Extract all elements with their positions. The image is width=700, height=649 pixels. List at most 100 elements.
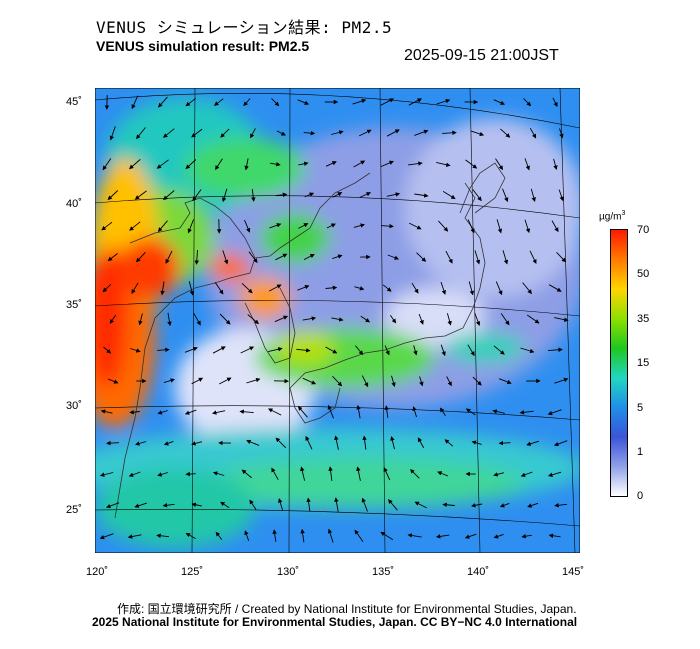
wind-arrow xyxy=(212,346,226,354)
wind-arrow xyxy=(380,98,394,106)
wind-arrow xyxy=(391,375,396,388)
wind-arrow xyxy=(524,219,531,234)
wind-arrow xyxy=(297,406,308,418)
wind-arrow xyxy=(165,250,173,264)
wind-arrow xyxy=(559,128,564,139)
wind-arrow xyxy=(103,346,112,354)
wind-arrow xyxy=(109,314,117,324)
wind-arrow xyxy=(467,344,475,357)
wind-arrow xyxy=(524,158,530,171)
wind-arrow xyxy=(213,98,224,106)
wind-arrow xyxy=(191,128,203,138)
wind-arrow xyxy=(106,440,120,446)
wind-arrow xyxy=(519,410,534,415)
wind-arrow xyxy=(530,188,536,202)
wind-arrow xyxy=(135,251,146,263)
wind-arrow xyxy=(499,502,510,508)
wind-arrow xyxy=(243,98,251,107)
wind-arrow xyxy=(554,503,567,508)
colorbar-tick-1: 1 xyxy=(637,446,644,458)
wind-arrow xyxy=(382,284,392,292)
wind-arrow xyxy=(302,377,317,385)
wind-arrow xyxy=(383,467,391,481)
wind-arrow xyxy=(191,502,202,507)
wind-arrow xyxy=(334,497,339,512)
wind-arrow xyxy=(551,220,559,233)
wind-arrow xyxy=(272,529,277,542)
wind-arrow xyxy=(554,377,569,384)
wind-arrow xyxy=(298,223,309,229)
wind-arrow xyxy=(436,98,451,105)
wind-arrow xyxy=(354,529,364,542)
wind-arrow xyxy=(304,192,315,198)
colorbar-tick-5: 5 xyxy=(637,402,644,414)
wind-arrow xyxy=(303,130,316,136)
wind-arrow xyxy=(353,160,366,168)
wind-arrow xyxy=(419,376,424,387)
wind-arrow xyxy=(185,471,196,477)
wind-arrow xyxy=(218,377,232,385)
wind-arrow xyxy=(526,440,540,446)
wind-arrow xyxy=(246,439,260,446)
wind-arrow xyxy=(267,408,282,416)
colorbar-tick-15: 15 xyxy=(637,357,650,369)
wind-arrow xyxy=(502,188,509,203)
colorbar-tick-70: 70 xyxy=(637,224,650,236)
wind-arrow xyxy=(437,471,449,477)
wind-arrow xyxy=(467,219,475,234)
wind-arrow xyxy=(302,316,317,321)
wind-arrow xyxy=(362,435,367,450)
wind-arrow xyxy=(184,346,198,353)
wind-arrow xyxy=(163,440,174,446)
wind-arrow xyxy=(493,472,505,477)
lon-tick-145: 145˚ xyxy=(562,566,585,578)
wind-arrow xyxy=(502,250,509,265)
wind-arrow xyxy=(361,375,369,388)
wind-arrow xyxy=(136,127,146,140)
colorbar-unit: µg/m3 xyxy=(599,210,626,223)
wind-arrow xyxy=(268,284,282,292)
wind-arrow xyxy=(99,533,114,540)
wind-arrow xyxy=(547,409,562,416)
wind-arrow xyxy=(297,99,310,105)
wind-arrow xyxy=(465,159,478,169)
wind-arrow xyxy=(251,188,256,202)
wind-arrow xyxy=(380,160,394,168)
wind-arrow xyxy=(241,282,253,294)
wind-arrow xyxy=(300,466,306,481)
wind-arrow xyxy=(296,348,311,353)
wind-arrow xyxy=(244,219,251,233)
credit-creator: 作成: 国立環境研究所 / Created by National Instit… xyxy=(117,602,577,616)
wind-arrow xyxy=(163,190,175,201)
wind-arrow xyxy=(440,344,446,357)
wind-arrow xyxy=(414,129,429,136)
coastlines xyxy=(114,162,506,519)
wind-arrow xyxy=(332,192,343,198)
lat-tick-35: 35˚ xyxy=(66,299,82,311)
wind-arrow xyxy=(331,130,344,135)
wind-arrow xyxy=(520,471,533,477)
wind-arrow xyxy=(465,408,476,416)
wind-arrow xyxy=(99,472,114,477)
wind-arrow xyxy=(241,469,252,479)
wind-arrow xyxy=(188,281,194,296)
wind-arrow xyxy=(529,127,537,139)
wind-arrow xyxy=(221,188,228,203)
wind-arrow xyxy=(107,253,118,262)
wind-arrow xyxy=(214,281,224,295)
wind-arrow xyxy=(334,435,339,450)
wind-arrow xyxy=(215,158,223,171)
wind-arrow xyxy=(493,99,506,105)
wind-arrow xyxy=(192,189,202,202)
wind-arrow xyxy=(268,347,283,353)
wind-arrow xyxy=(135,441,147,446)
wind-arrow xyxy=(303,253,315,260)
wind-arrow xyxy=(352,98,367,105)
wind-arrow xyxy=(474,250,481,265)
wind-arrow xyxy=(529,250,537,265)
wind-arrow xyxy=(239,409,254,414)
wind-arrow xyxy=(185,97,197,107)
wind-arrow xyxy=(212,471,225,476)
wind-arrow xyxy=(157,410,168,415)
wind-arrow xyxy=(410,469,420,479)
